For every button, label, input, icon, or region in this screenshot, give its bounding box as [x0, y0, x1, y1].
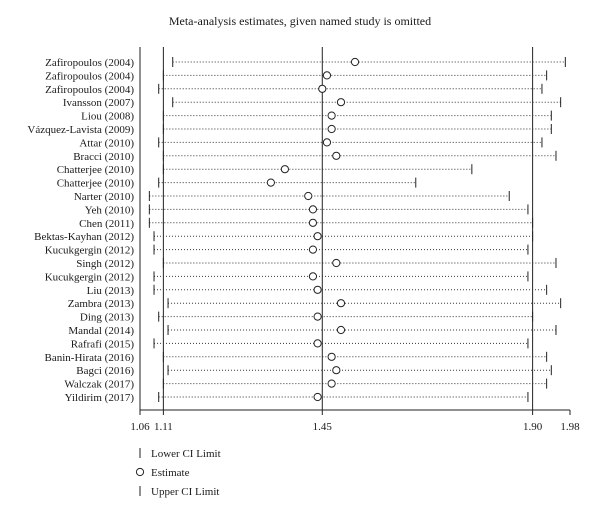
legend-label: Upper CI Limit [151, 486, 219, 498]
estimate-marker [350, 57, 360, 67]
study-label: Kucukgergin (2012) [45, 271, 135, 283]
study-label: Liou (2008) [81, 111, 134, 123]
estimate-marker [308, 272, 318, 281]
study-label: Ding (2013) [80, 312, 134, 324]
legend-label: Lower CI Limit [151, 448, 221, 460]
estimate-marker [336, 98, 346, 107]
estimate-marker [336, 325, 346, 335]
estimate-marker [318, 84, 327, 93]
study-label: Bracci (2010) [73, 151, 134, 163]
estimate-marker [322, 138, 332, 147]
study-label: Singh (2012) [76, 258, 134, 270]
study-label: Ivansson (2007) [63, 97, 135, 109]
estimate-marker [332, 366, 341, 375]
estimate-marker [332, 151, 341, 160]
estimate-marker [266, 178, 275, 187]
x-tick-label: 1.11 [154, 421, 173, 433]
study-label: Attar (2010) [79, 137, 134, 149]
x-tick-label: 1.98 [560, 421, 580, 433]
study-label: Chen (2011) [79, 218, 134, 230]
chart-title: Meta-analysis estimates, given named stu… [168, 14, 432, 28]
study-label: Banin-Hirata (2016) [45, 352, 135, 364]
estimate-marker [313, 285, 322, 294]
estimate-marker [332, 258, 341, 268]
estimate-marker [308, 205, 318, 214]
study-label: Zambra (2013) [68, 298, 135, 310]
study-label: Bagci (2016) [76, 365, 134, 377]
study-label: Zafiropoulos (2004) [45, 70, 134, 82]
estimate-marker [327, 111, 336, 120]
study-label: Rafrafi (2015) [71, 338, 135, 350]
estimate-marker [280, 165, 289, 174]
study-label: Mandal (2014) [68, 325, 134, 337]
x-tick-label: 1.90 [523, 421, 543, 433]
estimate-marker [327, 124, 336, 134]
legend-estimate-symbol [135, 467, 145, 477]
study-label: Vázquez-Lavista (2009) [27, 124, 134, 136]
estimate-marker [313, 312, 322, 321]
estimate-marker [313, 339, 322, 348]
study-label: Walczak (2017) [64, 379, 134, 391]
x-tick-label: 1.06 [130, 421, 150, 433]
study-label: Chatterjee (2010) [57, 164, 135, 176]
study-label: Zafiropoulos (2004) [45, 57, 134, 69]
estimate-marker [322, 71, 332, 80]
estimate-marker [327, 352, 336, 361]
study-label: Narter (2010) [74, 191, 135, 203]
estimate-marker [304, 191, 313, 201]
estimate-marker [313, 392, 322, 402]
study-label: Kucukgergin (2012) [45, 245, 135, 257]
x-tick-label: 1.45 [313, 421, 333, 433]
estimate-marker [313, 232, 322, 241]
study-label: Yildirim (2017) [65, 392, 135, 404]
study-label: Yeh (2010) [85, 204, 135, 216]
estimate-marker [327, 379, 336, 388]
study-label: Bektas-Kayhan (2012) [34, 231, 134, 243]
estimate-marker [308, 218, 318, 227]
legend-label: Estimate [151, 467, 190, 479]
estimate-marker [308, 245, 318, 254]
estimate-marker [336, 299, 346, 308]
study-label: Zafiropoulos (2004) [45, 84, 134, 96]
study-label: Chatterjee (2010) [57, 178, 135, 190]
study-label: Liu (2013) [87, 285, 135, 297]
